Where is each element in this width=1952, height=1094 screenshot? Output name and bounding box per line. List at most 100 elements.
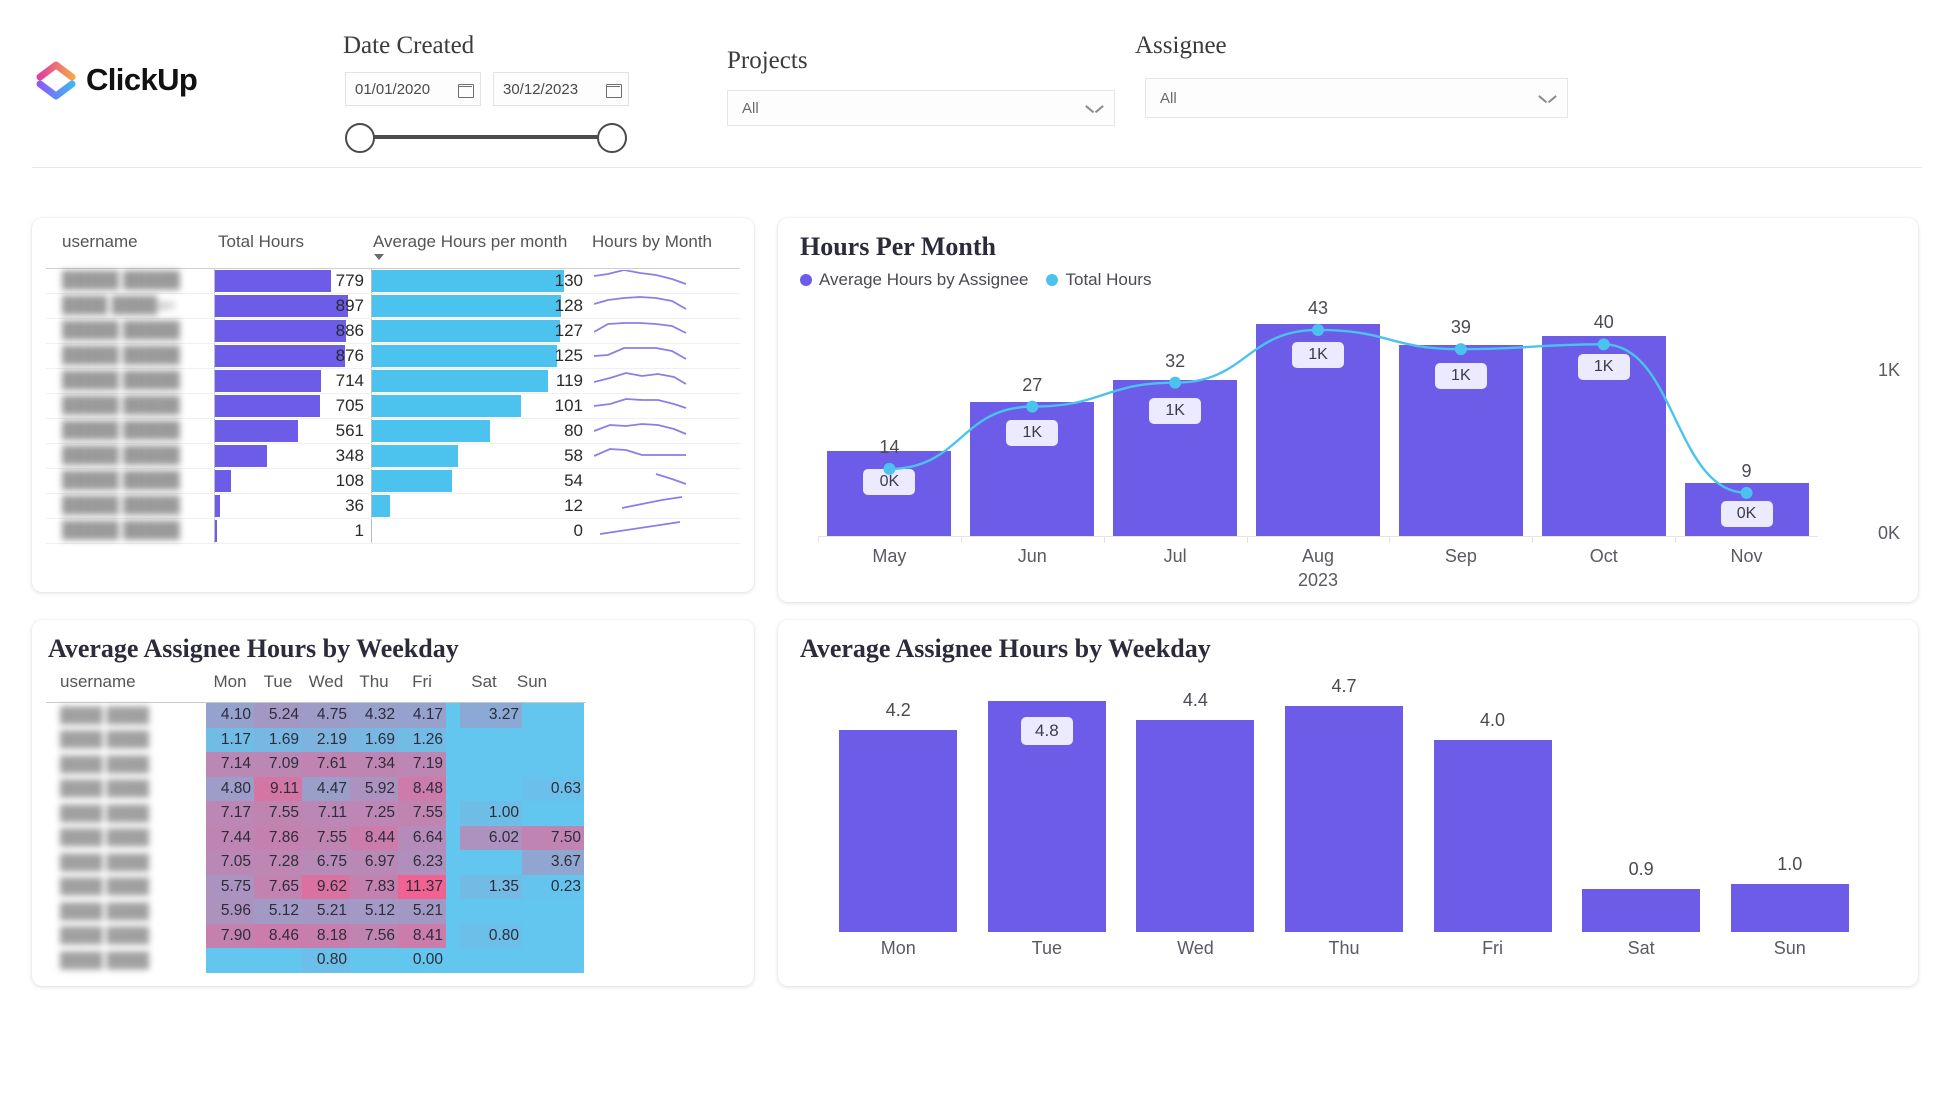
cell-sparkline	[590, 519, 740, 543]
cell-username: █████ █████	[62, 272, 180, 289]
matrix-column-header-mon[interactable]: Mon	[213, 672, 247, 691]
x-axis-label: Sep	[1444, 546, 1477, 566]
matrix-cell-spacer	[446, 776, 460, 801]
matrix-column-header-username[interactable]: username	[60, 672, 136, 691]
table-body: █████ █████ 779 130 ████ ████ an 897 128 █████ …	[46, 269, 740, 544]
matrix-column-header-fri[interactable]: Fri	[412, 672, 432, 691]
legend-label: Average Hours by Assignee	[819, 270, 1029, 289]
matrix-column-header-tue[interactable]: Tue	[263, 672, 293, 691]
cell-sparkline	[590, 344, 740, 368]
cell-total-hours: 705	[214, 394, 371, 418]
slider-handle-end[interactable]	[597, 123, 627, 153]
data-bar-value: 80	[564, 421, 583, 440]
table-row[interactable]: █████ █████ 1 0	[46, 519, 740, 544]
weekday-bar[interactable]	[1136, 720, 1255, 932]
matrix-row[interactable]: ████ ████ 7.17 7.55 7.11 7.25 7.55 1.00	[46, 801, 586, 826]
matrix-cell: 5.12	[350, 899, 398, 924]
matrix-cell: 7.55	[302, 825, 350, 850]
matrix-cell: 9.11	[254, 776, 302, 801]
matrix-row[interactable]: ████ ████ 5.75 7.65 9.62 7.83 11.37 1.35 0.23	[46, 874, 586, 899]
matrix-cell	[522, 703, 584, 728]
cell-average-hours: 54	[371, 469, 590, 493]
matrix-row[interactable]: ████ ████ 7.44 7.86 7.55 8.44 6.64 6.02 7.50	[46, 825, 586, 850]
assignee-hours-table: username Total Hours Average Hours per m…	[46, 232, 740, 544]
weekday-bar[interactable]	[1285, 706, 1403, 932]
projects-dropdown[interactable]: All	[727, 90, 1115, 126]
weekday-bar-chart-plot: 4.2 4.8 4.4 4.7 4.0 0.9 1.0	[824, 676, 1864, 932]
cell-username: █████ █████	[62, 347, 180, 364]
hours-per-month-x-axis	[818, 536, 1818, 537]
weekday-bar[interactable]	[839, 730, 958, 932]
matrix-cell: 7.09	[254, 752, 302, 777]
date-range-slider[interactable]	[345, 120, 627, 154]
data-bar	[372, 295, 561, 317]
matrix-row[interactable]: ████ ████ 4.80 9.11 4.47 5.92 8.48 0.63	[46, 776, 586, 801]
matrix-cell: 7.83	[350, 874, 398, 899]
matrix-cell	[350, 948, 398, 973]
table-row[interactable]: ████ ████ an 897 128	[46, 294, 740, 319]
matrix-cell: 4.10	[206, 703, 254, 728]
matrix-cell: 8.18	[302, 923, 350, 948]
matrix-row[interactable]: ████ ████ 1.17 1.69 2.19 1.69 1.26	[46, 727, 586, 752]
weekday-bar[interactable]	[1730, 883, 1849, 932]
matrix-column-header-thu[interactable]: Thu	[359, 672, 389, 691]
matrix-column-header-sat[interactable]: Sat	[471, 672, 497, 691]
matrix-column-header-sun[interactable]: Sun	[516, 672, 548, 691]
table-row[interactable]: █████ █████ 36 12	[46, 494, 740, 519]
sparkline-icon	[594, 296, 687, 310]
table-row[interactable]: █████ █████ 714 119	[46, 369, 740, 394]
matrix-cell: 7.28	[254, 850, 302, 875]
filter-header: ClickUp Date Created 01/01/2020 30/12/20…	[0, 0, 1952, 168]
column-header-average-hours[interactable]: Average Hours per month	[371, 232, 590, 260]
assignee-dropdown[interactable]: All	[1145, 78, 1568, 118]
legend-item-average-hours[interactable]: Average Hours by Assignee	[800, 270, 1028, 290]
matrix-cell: 1.69	[350, 727, 398, 752]
matrix-cell: 7.19	[398, 752, 446, 777]
projects-label: Projects	[727, 47, 808, 74]
matrix-column-header-wed[interactable]: Wed	[308, 672, 344, 691]
data-bar-value: 897	[335, 296, 364, 315]
line-data-label: 27	[1022, 374, 1043, 395]
legend-item-total-hours[interactable]: Total Hours	[1046, 270, 1151, 290]
matrix-cell: 6.97	[350, 850, 398, 875]
assignee-hours-table-card: username Total Hours Average Hours per m…	[32, 218, 754, 592]
sparkline-icon	[599, 521, 681, 535]
line-data-label: 32	[1165, 350, 1186, 371]
sparkline-icon	[594, 372, 687, 385]
matrix-cell: 6.02	[460, 825, 522, 850]
table-row[interactable]: █████ █████ 779 130	[46, 269, 740, 294]
data-bar	[372, 445, 458, 467]
date-created-slicer[interactable]: 01/01/2020 30/12/2023	[345, 72, 635, 153]
column-header-total-hours[interactable]: Total Hours	[218, 232, 304, 251]
hours-per-month-card: Hours Per Month Average Hours by Assigne…	[778, 218, 1918, 602]
matrix-row[interactable]: ████ ████ 7.05 7.28 6.75 6.97 6.23 3.67	[46, 850, 586, 875]
matrix-row[interactable]: ████ ████ 5.96 5.12 5.21 5.12 5.21	[46, 899, 586, 924]
weekday-matrix-card: Average Assignee Hours by Weekday userna…	[32, 620, 754, 986]
matrix-row[interactable]: ████ ████ 4.10 5.24 4.75 4.32 4.17 3.27	[46, 703, 586, 728]
cell-total-hours: 897	[214, 294, 371, 318]
matrix-cell: 0.23	[522, 874, 584, 899]
data-bar-value: 561	[335, 421, 364, 440]
weekday-bar[interactable]	[1582, 888, 1701, 932]
matrix-row[interactable]: ████ ████ 7.14 7.09 7.61 7.34 7.19	[46, 752, 586, 777]
table-row[interactable]: █████ █████ 705 101	[46, 394, 740, 419]
slider-handle-start[interactable]	[345, 123, 375, 153]
matrix-cell	[522, 801, 584, 826]
table-row[interactable]: █████ █████ 108 54	[46, 469, 740, 494]
table-row[interactable]: █████ █████ 886 127	[46, 319, 740, 344]
table-row[interactable]: █████ █████ 876 125	[46, 344, 740, 369]
matrix-row[interactable]: ████ ████ 7.90 8.46 8.18 7.56 8.41 0.80	[46, 923, 586, 948]
matrix-row[interactable]: ████ ████ 0.80 0.00	[46, 948, 586, 973]
matrix-cell-username: ████ ████	[60, 927, 150, 945]
matrix-cell-username: ████ ████	[60, 829, 150, 847]
table-row[interactable]: █████ █████ 561 80	[46, 419, 740, 444]
data-bar	[215, 395, 320, 417]
matrix-cell	[522, 727, 584, 752]
weekday-bar[interactable]	[1433, 739, 1552, 932]
table-row[interactable]: █████ █████ 348 58	[46, 444, 740, 469]
axis-tick	[960, 536, 962, 543]
matrix-cell: 7.65	[254, 874, 302, 899]
date-end-input[interactable]: 30/12/2023	[493, 72, 629, 106]
date-start-input[interactable]: 01/01/2020	[345, 72, 481, 106]
column-header-username[interactable]: username	[62, 232, 138, 251]
